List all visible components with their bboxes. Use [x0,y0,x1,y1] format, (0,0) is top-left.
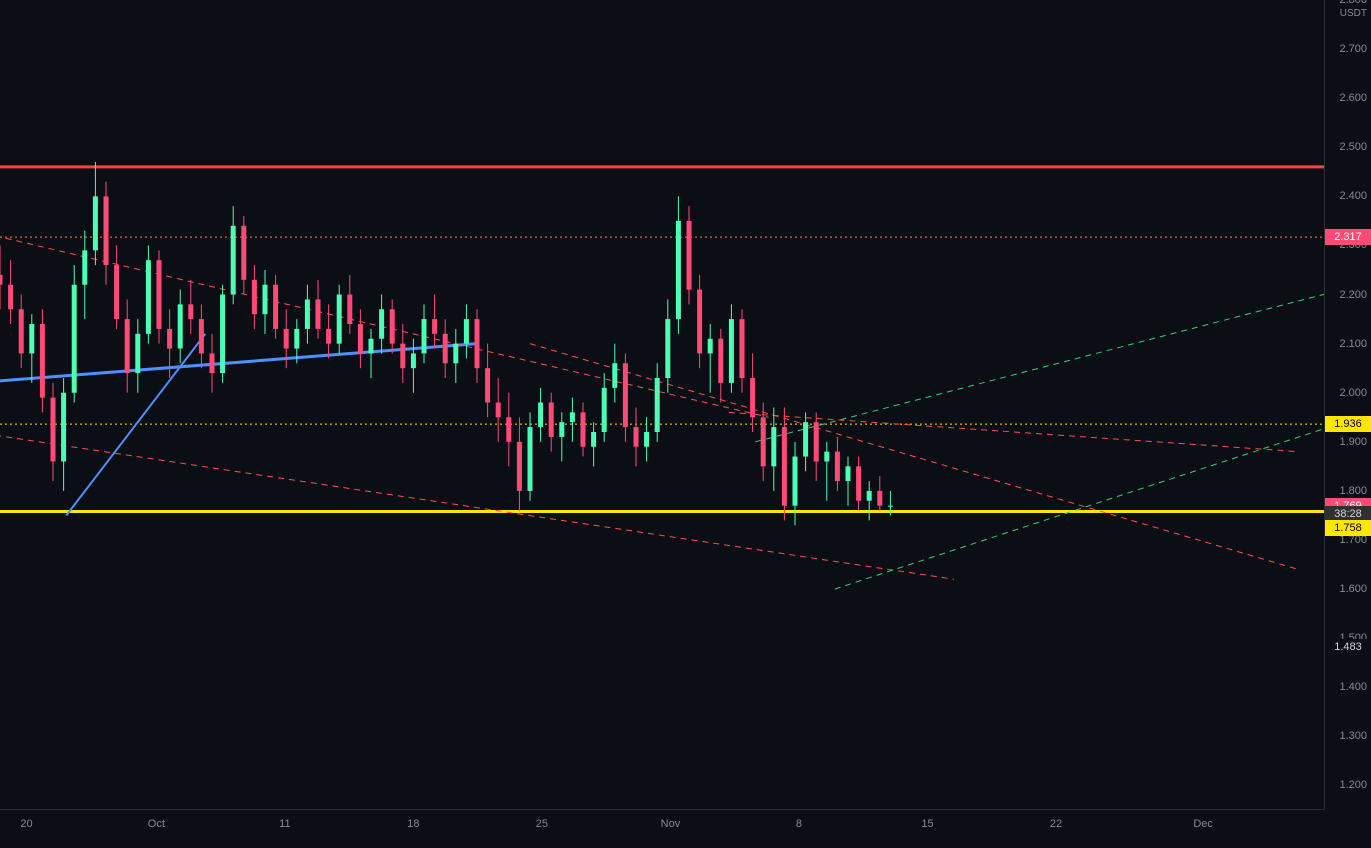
x-tick: 15 [921,818,933,830]
x-tick: Dec [1193,818,1213,830]
y-tick: 1.800 [1339,485,1367,497]
y-tick: 1.900 [1339,436,1367,448]
x-tick: 8 [796,818,802,830]
y-tick: 2.800 [1339,0,1367,6]
y-tick: 1.600 [1339,583,1367,595]
y-tick: 1.300 [1339,730,1367,742]
chart-area[interactable] [0,0,1325,810]
price-tag: 1.936 [1325,416,1371,432]
x-tick: 11 [279,818,290,830]
y-tick: 2.400 [1339,190,1367,202]
y-tick: 2.100 [1339,338,1367,350]
price-tag: 2.317 [1325,229,1371,245]
y-tick: 2.500 [1339,141,1367,153]
x-axis: 20 Oct 11 18 25 Nov 8 15 22 Dec [0,809,1325,848]
y-tick: 2.700 [1339,43,1367,55]
x-tick: 25 [536,818,548,830]
y-tick: 2.200 [1339,289,1367,301]
y-tick: 1.400 [1339,681,1367,693]
x-tick: 18 [407,818,419,830]
y-axis: USDT 1.2001.3001.4001.5001.6001.7001.800… [1324,0,1371,810]
x-tick: 20 [20,818,32,830]
x-tick: Nov [661,818,681,830]
price-tag: 1.483 [1325,639,1371,655]
y-tick: 2.000 [1339,387,1367,399]
price-tag: 1.758 [1325,520,1371,536]
chart-svg [0,0,1325,810]
x-tick: 22 [1050,818,1062,830]
currency-label: USDT [1340,8,1367,19]
x-tick: Oct [148,818,165,830]
y-tick: 1.700 [1339,534,1367,546]
y-tick: 1.200 [1339,779,1367,791]
y-tick: 2.600 [1339,92,1367,104]
